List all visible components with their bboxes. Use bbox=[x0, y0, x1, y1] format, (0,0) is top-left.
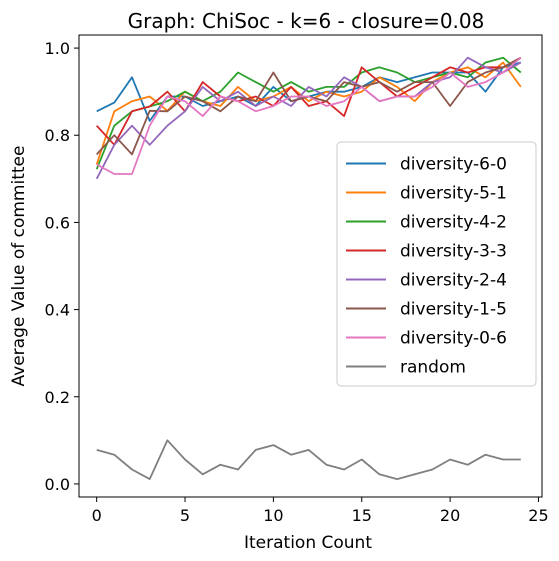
legend: diversity-6-0 diversity-5-1 diversity-4-2 d… bbox=[336, 141, 537, 387]
legend-label: diversity-5-1 bbox=[400, 184, 507, 204]
legend-label: diversity-3-3 bbox=[400, 242, 507, 262]
y-tick-label: 0.8 bbox=[45, 126, 70, 145]
x-tick-label: 5 bbox=[180, 506, 190, 525]
legend-label: diversity-4-2 bbox=[400, 213, 507, 233]
x-tick-label: 15 bbox=[352, 506, 372, 525]
x-axis-ticks: 0 5 10 15 20 25 bbox=[92, 497, 549, 525]
x-tick-label: 0 bbox=[92, 506, 102, 525]
y-axis-ticks: 0.0 0.2 0.4 0.6 0.8 1.0 bbox=[45, 39, 79, 494]
x-tick-label: 20 bbox=[440, 506, 460, 525]
plot-frame bbox=[78, 34, 543, 498]
legend-label: diversity-6-0 bbox=[400, 155, 507, 175]
y-tick-label: 0.6 bbox=[45, 213, 70, 232]
x-tick-label: 10 bbox=[263, 506, 283, 525]
series-lines bbox=[95, 56, 522, 481]
legend-label: diversity-1-5 bbox=[400, 300, 507, 320]
chart-title: Graph: ChiSoc - k=6 - closure=0.08 bbox=[128, 9, 485, 33]
y-axis-label: Average Value of committee bbox=[9, 146, 29, 387]
legend-label: diversity-0-6 bbox=[400, 329, 507, 349]
x-tick-label: 25 bbox=[528, 506, 548, 525]
series-line-random bbox=[96, 439, 521, 481]
legend-label: diversity-2-4 bbox=[400, 271, 507, 291]
series-line-diversity-0-6 bbox=[96, 57, 522, 175]
y-tick-label: 0.0 bbox=[45, 475, 70, 494]
legend-box bbox=[336, 141, 537, 387]
legend-label: random bbox=[400, 358, 466, 378]
x-axis-label: Iteration Count bbox=[244, 533, 372, 553]
y-tick-label: 0.4 bbox=[45, 301, 70, 320]
series-line-diversity-3-3 bbox=[96, 56, 522, 146]
y-tick-label: 1.0 bbox=[45, 39, 70, 58]
y-tick-label: 0.2 bbox=[45, 388, 70, 407]
series-line-diversity-2-4 bbox=[95, 56, 522, 180]
